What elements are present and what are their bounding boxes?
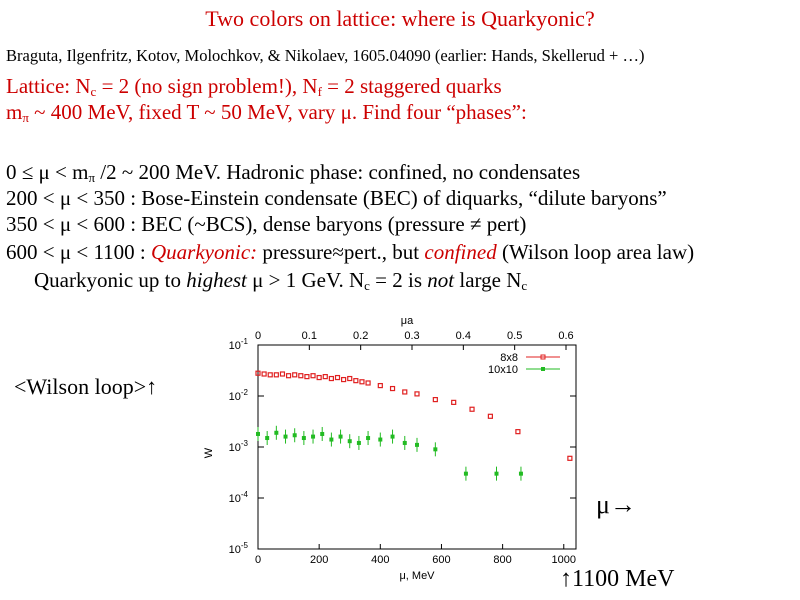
- data-point-10x10: [265, 436, 270, 441]
- text-line-parameters: mπ ~ 400 MeV, fixed T ~ 50 MeV, vary μ. …: [6, 100, 527, 125]
- data-point-8x8: [255, 370, 261, 376]
- y-tick-label: 10-5: [229, 541, 249, 556]
- data-point-8x8: [432, 396, 438, 403]
- legend-label: 10x10: [488, 364, 518, 376]
- data-point-10x10: [329, 437, 334, 442]
- data-point-10x10: [463, 471, 468, 476]
- x2-tick-label: 0.1: [302, 330, 317, 342]
- data-point-10x10: [256, 431, 260, 436]
- text-line-bcs: 350 < μ < 600 : BEC (~BCS), dense baryon…: [6, 212, 527, 236]
- data-point-8x8: [316, 374, 322, 381]
- data-point-8x8: [328, 375, 334, 382]
- data-point-10x10: [301, 436, 306, 441]
- data-point-10x10: [311, 434, 316, 439]
- data-point-8x8: [469, 406, 475, 412]
- data-point-10x10: [292, 433, 297, 438]
- data-point-8x8: [353, 378, 359, 384]
- x2-tick-label: 0.5: [507, 330, 522, 342]
- x-tick-label: 200: [310, 554, 328, 566]
- x2-tick-label: 0: [255, 330, 261, 342]
- data-point-10x10: [283, 434, 288, 439]
- x2-tick-label: 0.2: [353, 330, 368, 342]
- data-point-8x8: [341, 376, 347, 383]
- data-point-10x10: [338, 434, 343, 439]
- data-point-8x8: [304, 374, 310, 380]
- legend-label: 8x8: [500, 352, 518, 364]
- data-point-8x8: [515, 429, 521, 435]
- x-tick-label: 1000: [552, 554, 576, 566]
- wilson-loop-chart: 0 200 400 600 800 1000 0 0.1 0.2 0.3 0.4 0.5 0.6 10-1…: [203, 315, 577, 582]
- data-point-8x8: [389, 385, 396, 392]
- wilson-loop-label: <Wilson loop>↑: [14, 374, 158, 399]
- data-point-10x10: [366, 436, 371, 441]
- legend-marker: [541, 367, 545, 371]
- data-point-8x8: [298, 373, 304, 379]
- data-point-10x10: [274, 430, 279, 435]
- y-tick-label: 10-2: [229, 388, 249, 403]
- mev-1100-label: ↑1100 MeV: [560, 566, 675, 592]
- data-point-8x8: [347, 375, 353, 382]
- legend-marker: [540, 354, 546, 360]
- data-point-8x8: [261, 371, 267, 377]
- slide-title: Two colors on lattice: where is Quarkyon…: [205, 6, 595, 31]
- data-point-8x8: [365, 380, 371, 386]
- data-point-10x10: [402, 440, 407, 445]
- y-tick-label: 10-1: [229, 337, 249, 352]
- text-line-lattice: Lattice: Nc = 2 (no sign problem!), Nf =…: [6, 74, 502, 99]
- data-point-10x10: [378, 437, 383, 442]
- data-point-8x8: [487, 413, 493, 419]
- data-point-10x10: [518, 471, 523, 476]
- x2-tick-label: 0.3: [404, 330, 419, 342]
- data-point-10x10: [390, 434, 395, 439]
- data-point-10x10: [320, 431, 325, 436]
- data-point-10x10: [356, 440, 361, 445]
- data-point-8x8: [273, 372, 279, 378]
- data-point-8x8: [451, 399, 457, 405]
- data-point-8x8: [267, 372, 273, 378]
- x-tick-label: 600: [432, 554, 450, 566]
- x-axis-label: μ, MeV: [399, 570, 435, 582]
- data-point-10x10: [415, 442, 419, 447]
- data-point-8x8: [285, 373, 292, 379]
- x-tick-label: 400: [371, 554, 389, 566]
- text-line-quarkyonic: 600 < μ < 1100 : Quarkyonic: pressure≈pe…: [6, 240, 695, 264]
- data-point-10x10: [433, 447, 438, 452]
- data-point-8x8: [322, 374, 328, 380]
- text-line-bec: 200 < μ < 350 : Bose-Einstein condensate…: [6, 186, 667, 210]
- x2-tick-label: 0.6: [558, 330, 573, 342]
- data-point-8x8: [402, 389, 408, 395]
- y-tick-label: 10-3: [229, 439, 249, 454]
- data-point-8x8: [414, 391, 420, 397]
- data-point-8x8: [279, 371, 286, 377]
- data-point-8x8: [567, 455, 573, 461]
- data-point-8x8: [359, 379, 365, 385]
- data-point-8x8: [292, 372, 298, 378]
- data-point-8x8: [377, 382, 383, 389]
- data-point-8x8: [310, 373, 316, 379]
- x2-tick-label: 0.4: [456, 330, 471, 342]
- data-point-8x8: [334, 374, 341, 381]
- y-tick-label: 10-4: [229, 490, 249, 505]
- authors-line: Braguta, Ilgenfritz, Kotov, Molochkov, &…: [6, 46, 645, 65]
- text-line-hadronic: 0 ≤ μ < mπ /2 ~ 200 MeV. Hadronic phase:…: [6, 160, 581, 185]
- text-line-conclusion: Quarkyonic up to highest μ > 1 GeV. Nc =…: [34, 268, 528, 293]
- x-tick-label: 800: [493, 554, 511, 566]
- data-point-10x10: [494, 471, 499, 476]
- x2-axis-label: μa: [401, 315, 414, 327]
- mu-arrow-label: μ→: [596, 490, 636, 519]
- y-axis-label: W: [203, 447, 215, 458]
- x-tick-label: 0: [255, 554, 261, 566]
- data-point-10x10: [347, 439, 352, 444]
